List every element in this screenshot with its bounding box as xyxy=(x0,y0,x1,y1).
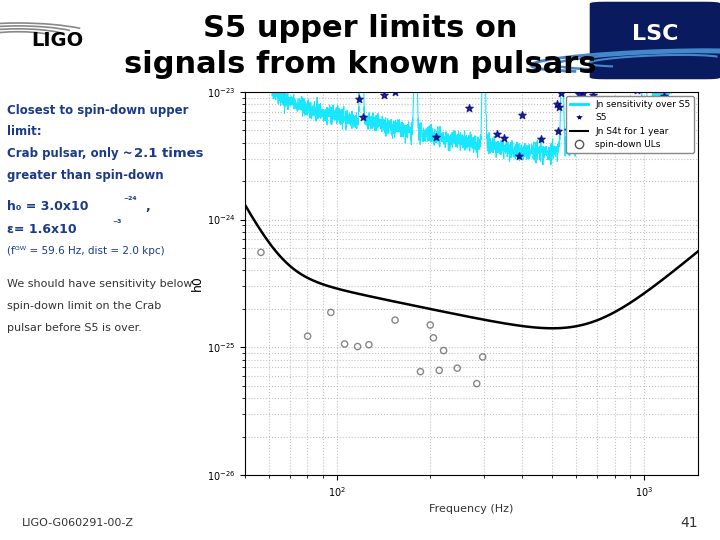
Point xyxy=(516,110,528,119)
Text: limit:: limit: xyxy=(7,125,42,138)
Point xyxy=(591,76,603,85)
Point xyxy=(641,57,652,65)
Point xyxy=(339,340,351,348)
Point xyxy=(513,152,525,160)
Point xyxy=(661,49,672,58)
Point xyxy=(389,88,400,97)
Point xyxy=(590,80,601,89)
Point xyxy=(675,42,686,51)
Text: 2.1 times: 2.1 times xyxy=(135,147,204,160)
Point xyxy=(428,79,440,88)
Point xyxy=(352,342,364,351)
Point xyxy=(659,17,670,26)
Point xyxy=(656,40,667,49)
Point xyxy=(570,76,581,84)
Point xyxy=(323,77,335,85)
Point xyxy=(585,101,596,110)
Point xyxy=(574,90,585,98)
Text: ε= 1.6x10: ε= 1.6x10 xyxy=(7,223,77,236)
Point xyxy=(554,103,565,112)
Text: S5 upper limits on: S5 upper limits on xyxy=(203,14,517,43)
Point xyxy=(492,130,503,138)
Point xyxy=(463,104,474,113)
Point xyxy=(635,42,647,50)
Point xyxy=(471,379,482,388)
Point xyxy=(630,42,642,51)
Text: signals from known pulsars: signals from known pulsars xyxy=(124,50,596,79)
Text: h₀ = 3.0x10: h₀ = 3.0x10 xyxy=(7,200,89,213)
Point xyxy=(659,97,670,106)
Point xyxy=(621,52,632,60)
Point xyxy=(255,248,266,256)
Text: ,: , xyxy=(145,200,150,213)
Point xyxy=(357,113,369,122)
Point xyxy=(657,58,669,67)
Point xyxy=(636,62,648,70)
Point xyxy=(658,63,670,71)
Point xyxy=(562,125,574,134)
Text: ⁻²⁴: ⁻²⁴ xyxy=(123,196,137,206)
Point xyxy=(551,100,562,109)
Legend: Jn sensitivity over S5, S5, Jn S4t for 1 year, spin-down ULs: Jn sensitivity over S5, S5, Jn S4t for 1… xyxy=(566,96,694,153)
Text: pulsar before S5 is over.: pulsar before S5 is over. xyxy=(7,323,142,333)
Point xyxy=(590,96,601,105)
Point xyxy=(415,367,426,376)
Text: (fᴳᵂ = 59.6 Hz, dist = 2.0 kpc): (fᴳᵂ = 59.6 Hz, dist = 2.0 kpc) xyxy=(7,246,165,256)
Point xyxy=(564,79,575,88)
Point xyxy=(428,334,439,342)
Point xyxy=(658,92,670,100)
Point xyxy=(570,76,582,84)
Point xyxy=(555,89,567,98)
Point xyxy=(397,72,409,81)
Point xyxy=(302,332,313,340)
Point xyxy=(603,65,615,73)
Point xyxy=(433,366,445,375)
Text: We should have sensitivity below: We should have sensitivity below xyxy=(7,279,193,289)
Point xyxy=(557,78,568,86)
Point xyxy=(390,316,401,325)
Point xyxy=(363,340,374,349)
FancyBboxPatch shape xyxy=(590,2,720,78)
Text: ⁻³: ⁻³ xyxy=(112,219,122,229)
Point xyxy=(379,90,390,99)
Point xyxy=(544,83,556,92)
Point xyxy=(552,126,564,135)
X-axis label: Frequency (Hz): Frequency (Hz) xyxy=(429,504,514,514)
Text: LSC: LSC xyxy=(632,24,678,44)
Text: Crab pulsar, only ~: Crab pulsar, only ~ xyxy=(7,147,137,160)
Point xyxy=(535,135,546,144)
Text: 41: 41 xyxy=(681,516,698,530)
Point xyxy=(631,86,642,94)
Text: LIGO: LIGO xyxy=(32,31,84,50)
Point xyxy=(451,364,463,373)
Point xyxy=(680,9,691,17)
Point xyxy=(656,61,667,70)
Text: LIGO-G060291-00-Z: LIGO-G060291-00-Z xyxy=(22,518,134,528)
Point xyxy=(498,133,510,142)
Y-axis label: h0: h0 xyxy=(191,275,204,292)
Point xyxy=(438,346,449,355)
Point xyxy=(354,94,365,103)
Point xyxy=(500,84,512,92)
Point xyxy=(621,77,633,85)
Text: Closest to spin-down upper: Closest to spin-down upper xyxy=(7,104,189,117)
Point xyxy=(613,74,625,83)
Point xyxy=(660,17,672,25)
Point xyxy=(681,32,693,41)
Point xyxy=(425,321,436,329)
Point xyxy=(611,60,622,69)
Point xyxy=(680,2,691,10)
Text: greater than spin-down: greater than spin-down xyxy=(7,169,164,182)
Point xyxy=(621,81,633,90)
Point xyxy=(587,90,598,99)
Point xyxy=(477,353,488,361)
Point xyxy=(675,17,686,25)
Point xyxy=(325,308,336,317)
Point xyxy=(577,89,589,97)
Point xyxy=(675,19,687,28)
Text: spin-down limit on the Crab: spin-down limit on the Crab xyxy=(7,301,161,311)
Point xyxy=(585,78,597,87)
Point xyxy=(431,133,442,141)
Point xyxy=(608,113,619,122)
